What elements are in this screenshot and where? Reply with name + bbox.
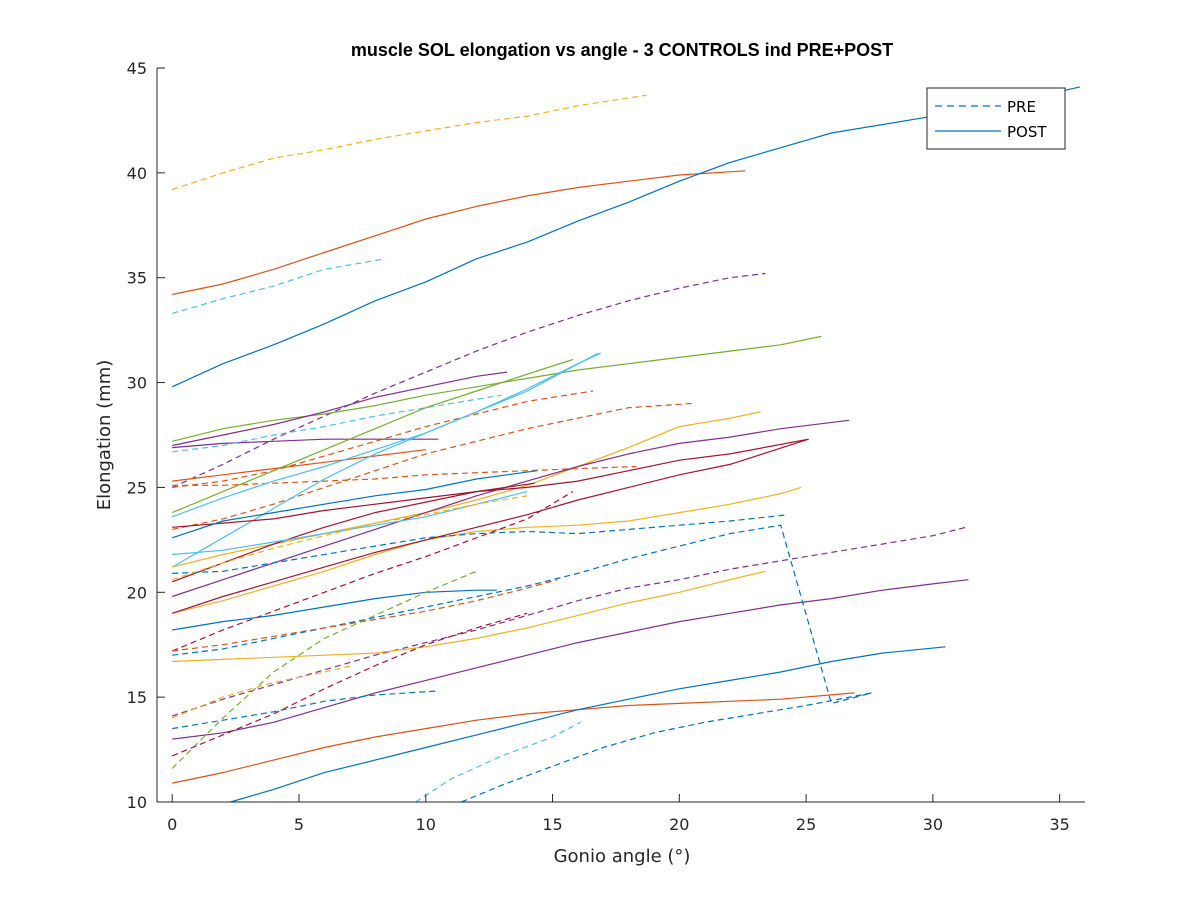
y-tick-label: 15 xyxy=(127,688,147,707)
legend-box xyxy=(926,87,1066,150)
ticks-group: 0 5 10 15 20 25 30 35 10 15 20 25 30 35 40 45 xyxy=(127,59,1070,834)
series-line-7-solid xyxy=(172,371,507,447)
series-line-35-dashed xyxy=(171,612,528,757)
series-line-2-solid xyxy=(172,170,746,296)
y-axis-label: Elongation (mm) xyxy=(94,360,115,511)
series-line-39-solid xyxy=(230,646,946,803)
series-line-5-dashed xyxy=(171,272,766,488)
x-tick-label: 10 xyxy=(416,815,436,834)
series-line-13-dashed xyxy=(172,465,637,486)
series-line-8-solid xyxy=(172,438,439,449)
series-line-41-dashed xyxy=(461,692,873,803)
series-line-11-dashed xyxy=(172,402,693,530)
series-line-1-dashed xyxy=(172,94,647,191)
series-line-16-solid xyxy=(171,352,599,568)
plot-area: 0 5 10 15 20 25 30 35 10 15 20 25 30 35 40 45 xyxy=(127,59,1085,834)
axes-background xyxy=(157,68,1085,802)
series-line-40-dashed xyxy=(415,721,581,803)
series-line-4-dashed xyxy=(172,258,386,314)
series-line-15-solid xyxy=(171,352,601,518)
y-tick-label: 30 xyxy=(127,374,147,393)
series-line-33-dashed xyxy=(172,579,558,652)
series-line-38-solid xyxy=(172,692,855,784)
x-tick-label: 5 xyxy=(294,815,304,834)
series-line-9-dashed xyxy=(172,394,502,453)
y-tick-label: 35 xyxy=(127,269,147,288)
series-line-31-solid xyxy=(172,589,497,631)
x-tick-label: 30 xyxy=(923,815,943,834)
y-tick-label: 45 xyxy=(127,59,147,78)
y-tick-label: 20 xyxy=(127,583,147,602)
series-line-22-solid xyxy=(172,486,802,614)
y-tick-label: 10 xyxy=(127,793,147,812)
series-line-25-dashed xyxy=(172,495,528,581)
series-line-21-solid xyxy=(172,470,538,539)
series-line-20-solid xyxy=(171,482,535,583)
x-tick-label: 15 xyxy=(542,815,562,834)
series-line-28-dashed xyxy=(172,526,966,717)
legend-label-pre: PRE xyxy=(1007,98,1036,116)
x-tick-label: 0 xyxy=(167,815,177,834)
x-tick-label: 35 xyxy=(1049,815,1069,834)
series-line-26-solid xyxy=(172,438,809,614)
series-line-34-dashed xyxy=(171,570,477,769)
series-line-36-dashed xyxy=(172,690,439,730)
series-line-30-solid xyxy=(172,570,766,663)
series-line-24-dashed xyxy=(172,514,789,574)
legend: PRE POST xyxy=(926,87,1066,150)
y-tick-label: 40 xyxy=(127,164,147,183)
series-line-27-dashed xyxy=(171,491,574,652)
x-tick-label: 25 xyxy=(796,815,816,834)
x-tick-label: 20 xyxy=(669,815,689,834)
legend-label-post: POST xyxy=(1007,123,1047,141)
series-line-12-solid xyxy=(172,449,426,482)
series-line-29-solid xyxy=(172,579,969,740)
series-line-14-solid xyxy=(171,358,573,514)
x-axis-label: Gonio angle (°) xyxy=(554,846,691,867)
y-tick-label: 25 xyxy=(127,478,147,497)
chart-title: muscle SOL elongation vs angle - 3 CONTR… xyxy=(351,40,893,60)
series-line-32-dashed xyxy=(172,524,873,705)
